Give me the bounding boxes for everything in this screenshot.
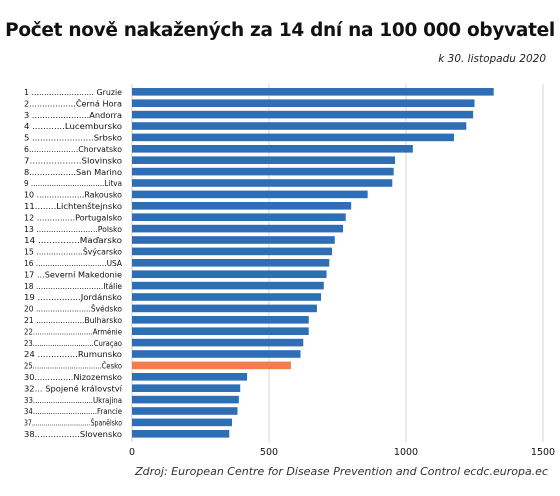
bar bbox=[132, 224, 343, 233]
bar bbox=[132, 384, 241, 392]
category-label: 6....................Chorvatsko bbox=[24, 145, 122, 154]
bar bbox=[132, 418, 233, 427]
category-label: 34.............................Francie bbox=[24, 407, 122, 416]
bar bbox=[132, 156, 396, 164]
bar bbox=[132, 88, 494, 96]
category-label: 18 ............................Itálie bbox=[24, 282, 122, 291]
category-label: 30...............Nizozemsko bbox=[24, 373, 122, 382]
bar bbox=[132, 202, 352, 210]
x-tick-label: 500 bbox=[260, 447, 278, 458]
bar bbox=[132, 259, 330, 267]
bar bbox=[132, 213, 346, 221]
bar bbox=[132, 270, 327, 278]
category-label: 22...........................Arménie bbox=[24, 326, 122, 336]
category-label: 11........Lichtenštejnsko bbox=[24, 201, 122, 211]
bar bbox=[132, 145, 413, 153]
bar bbox=[132, 430, 230, 438]
bar bbox=[132, 281, 324, 290]
category-label: 13 .........................Polsko bbox=[24, 225, 122, 234]
bar bbox=[132, 350, 301, 358]
bar bbox=[132, 133, 454, 142]
category-label: 2..................Černá Hora bbox=[24, 97, 122, 108]
bar bbox=[132, 99, 475, 107]
category-label: 23............................Curaçao bbox=[24, 339, 122, 348]
category-label: 33...........................Ukrajina bbox=[24, 396, 122, 405]
bar bbox=[132, 293, 322, 301]
category-label: 14 ...............Maďarsko bbox=[24, 236, 122, 245]
category-label: 5 .......................Srbsko bbox=[24, 134, 122, 143]
category-label: 37..............................Španělsk… bbox=[24, 417, 122, 428]
category-label: 38.................Slovensko bbox=[24, 430, 122, 439]
category-label: 21 ....................Bulharsko bbox=[24, 316, 122, 325]
bar bbox=[132, 338, 304, 347]
bars bbox=[132, 88, 494, 438]
bar bbox=[132, 122, 467, 130]
bar bbox=[132, 190, 368, 199]
category-label: 3 ......................Andorra bbox=[24, 111, 122, 120]
bar bbox=[132, 395, 239, 404]
chart-subtitle: k 30. listopadu 2020 bbox=[438, 53, 546, 65]
bar bbox=[132, 110, 474, 119]
bar bbox=[132, 179, 393, 187]
bar bbox=[132, 167, 394, 176]
x-tick-labels: 0 500 1000 1500 bbox=[129, 447, 555, 458]
bar bbox=[132, 247, 333, 256]
category-label: 10 ...................Rakousko bbox=[24, 191, 122, 200]
category-label: 7...................Slovinsko bbox=[24, 156, 122, 165]
bar bbox=[132, 327, 309, 335]
category-label: 9 ................................Litva bbox=[24, 179, 122, 188]
category-label: 19 ................Jordánsko bbox=[24, 293, 122, 302]
source-note: Zdroj: European Centre for Disease Preve… bbox=[135, 465, 548, 478]
category-label: 24 ...............Rumunsko bbox=[24, 350, 122, 359]
bar bbox=[132, 373, 248, 381]
bar bbox=[132, 236, 335, 244]
category-label: 20 .......................Švédsko bbox=[24, 303, 122, 314]
bar bbox=[132, 316, 309, 324]
category-labels: 1 ......................... Gruzie2.....… bbox=[24, 88, 123, 439]
category-label: 32... Spojené království bbox=[24, 383, 123, 393]
category-label: 25................................Česko bbox=[24, 360, 122, 371]
category-label: 4 ............Lucembursko bbox=[24, 122, 122, 131]
category-label: 8..................San Marino bbox=[24, 168, 122, 177]
bar bbox=[132, 407, 238, 415]
category-label: 12 ...............Portugalsko bbox=[24, 213, 122, 222]
category-label: 1 ......................... Gruzie bbox=[24, 88, 122, 97]
category-label: 16 ..............................USA bbox=[24, 259, 122, 268]
bar bbox=[132, 304, 317, 313]
chart-title: Počet nově nakažených za 14 dní na 100 0… bbox=[5, 20, 555, 41]
x-tick-label: 1000 bbox=[394, 447, 418, 458]
category-label: 15 ...................Švýcarsko bbox=[24, 246, 122, 257]
category-label: 17 ...Severní Makedonie bbox=[24, 270, 122, 279]
x-tick-label: 0 bbox=[129, 447, 135, 458]
x-tick-label: 1500 bbox=[531, 447, 555, 458]
bar bbox=[132, 361, 291, 370]
